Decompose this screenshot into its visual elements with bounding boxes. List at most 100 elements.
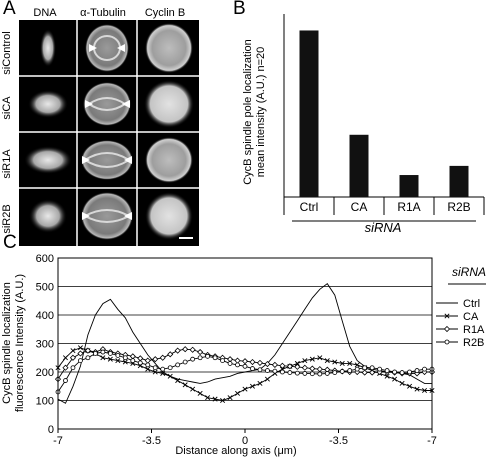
bar-chart-ylabel-line: mean intensity (A.U.) n=20 (255, 47, 267, 178)
point-ca (115, 358, 121, 364)
point-r2b (107, 351, 113, 356)
panel-b-letter: B (233, 0, 246, 19)
point-r2b (63, 378, 68, 383)
point-r2b (205, 353, 211, 359)
point-r1a (369, 369, 376, 376)
point-r2b (242, 363, 248, 369)
point-r2b (220, 358, 225, 363)
point-ca (347, 360, 353, 366)
bar-ca (349, 134, 369, 197)
point-r2b (399, 370, 405, 375)
point-r1a (77, 350, 84, 357)
point-r2b (100, 349, 106, 355)
point-r2b (197, 355, 203, 361)
point-r1a (144, 357, 151, 364)
point-ca (152, 369, 158, 375)
legend-label-ca: CA (463, 311, 479, 323)
bar-category-label: R2B (447, 200, 470, 214)
legend-entry-ca: CA (436, 311, 479, 323)
point-r1a (249, 358, 256, 366)
point-r1a (294, 363, 301, 370)
point-r1a (361, 369, 368, 376)
point-ca (100, 355, 106, 361)
line-chart-xlabel: Distance along axis (μm) (175, 445, 296, 457)
point-r2b (265, 368, 270, 373)
x-tick-label: -3.5 (329, 435, 348, 447)
series-r2b (55, 349, 435, 395)
point-ca (332, 359, 338, 365)
point-ca (77, 345, 83, 351)
line-chart: CycB spindle localization fluorescence In… (1, 253, 486, 457)
column-header-cyclinb: Cyclin B (144, 7, 186, 19)
point-r1a (182, 346, 189, 353)
point-r1a (271, 361, 278, 368)
point-ca (414, 386, 420, 392)
line-chart-ylabel-line: fluorescence Intensity (A.U.) (14, 274, 26, 412)
point-ca (205, 395, 211, 401)
legend-entry-r1a: R1A (436, 324, 485, 336)
point-ca (235, 390, 241, 396)
point-ca (422, 388, 428, 394)
point-r2b (122, 355, 128, 361)
point-ca (264, 376, 270, 382)
row-label-sica: siCA (1, 96, 13, 120)
point-ca (339, 360, 345, 366)
point-r1a (264, 360, 271, 368)
legend-entry-r2b: R2B (436, 337, 484, 349)
legend-label-ctrl: Ctrl (463, 298, 480, 310)
point-r2b (414, 368, 420, 373)
point-r2b (332, 370, 338, 375)
y-tick-label: 300 (36, 339, 54, 351)
panel-a-letter: A (3, 0, 16, 19)
legend-entry-ctrl: Ctrl (436, 298, 480, 310)
point-r2b (294, 370, 300, 376)
point-r1a (241, 358, 249, 365)
point-ca (160, 370, 166, 376)
row-label-sicontrol: siControl (1, 31, 13, 75)
point-r2b (160, 366, 166, 372)
point-r2b (78, 358, 83, 363)
point-ca (294, 360, 300, 366)
cell-image (40, 29, 56, 67)
point-r1a (62, 364, 69, 371)
point-r2b (302, 371, 308, 376)
legend-title: siRNA (452, 265, 486, 279)
point-r2b (175, 362, 181, 368)
point-r2b (250, 366, 255, 371)
row-label-sir1a: siR1A (1, 149, 13, 179)
legend-label-r1a: R1A (463, 324, 485, 336)
point-r2b (257, 367, 263, 373)
micrograph-grid (19, 20, 199, 246)
y-tick-label: 400 (36, 310, 54, 322)
point-ca (317, 355, 323, 361)
point-r2b (70, 365, 76, 371)
y-tick-label: 100 (36, 396, 54, 408)
point-ca (384, 373, 390, 379)
point-ca (309, 356, 315, 362)
point-ca (182, 382, 188, 388)
point-ca (399, 380, 405, 386)
legend-marker-r2b (444, 339, 450, 345)
point-ca (70, 348, 76, 354)
y-tick-label: 500 (36, 282, 54, 294)
point-r1a (189, 346, 196, 353)
point-r2b (384, 368, 390, 373)
point-ca (175, 378, 181, 384)
point-r2b (279, 369, 285, 375)
point-ca (220, 397, 226, 404)
point-r2b (339, 369, 345, 374)
point-ca (407, 383, 413, 389)
point-r1a (69, 354, 77, 361)
point-r2b (287, 370, 293, 375)
point-ca (354, 362, 360, 368)
point-r2b (85, 355, 91, 361)
bar-ctrl (299, 30, 319, 197)
bar-category-label: CA (351, 200, 368, 214)
point-r2b (130, 358, 136, 363)
point-r2b (309, 371, 315, 377)
point-r2b (362, 365, 368, 371)
point-r2b (317, 371, 323, 377)
point-r1a (256, 359, 264, 366)
point-r1a (174, 347, 181, 354)
point-r2b (137, 360, 143, 366)
